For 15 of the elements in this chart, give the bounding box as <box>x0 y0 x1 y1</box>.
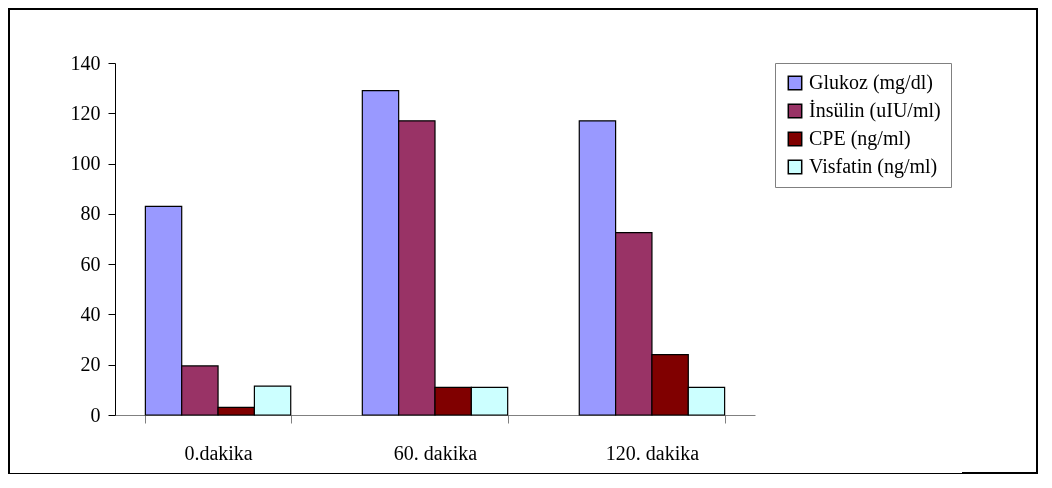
x-tick-label: 0.dakika <box>184 441 253 464</box>
legend-label: İnsülin (uIU/ml) <box>809 99 941 122</box>
y-tick-label: 120 <box>70 101 101 124</box>
x-tick-label: 60. dakika <box>393 441 478 464</box>
y-tick-label: 20 <box>80 353 101 376</box>
legend-label: Visfatin (ng/ml) <box>809 155 938 178</box>
legend-label: Glukoz (mg/dl) <box>809 71 933 94</box>
y-tick-label: 80 <box>80 202 101 225</box>
y-tick-label: 60 <box>80 252 101 275</box>
x-tick-label: 120. dakika <box>605 441 700 464</box>
legend-label: CPE (ng/ml) <box>809 127 911 150</box>
y-tick-label: 140 <box>70 51 101 74</box>
y-tick-label: 0 <box>90 403 101 426</box>
y-tick-label: 100 <box>70 152 101 175</box>
y-tick-label: 40 <box>80 302 101 325</box>
